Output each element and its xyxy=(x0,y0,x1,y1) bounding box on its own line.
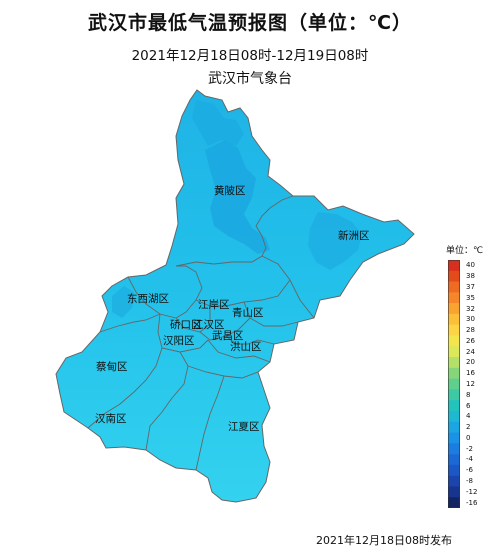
legend-swatch xyxy=(448,281,460,293)
label-qingshan: 青山区 xyxy=(232,306,264,319)
legend-swatch xyxy=(448,260,460,272)
label-qiaokou: 硚口区 xyxy=(170,319,202,331)
cold-patch-huangpi xyxy=(205,140,270,254)
legend-label: -16 xyxy=(466,498,478,507)
legend-label: -2 xyxy=(466,444,473,453)
legend-label: 30 xyxy=(466,315,475,324)
cold-patch-xinzhou xyxy=(308,212,362,270)
city-boundary xyxy=(55,89,415,503)
legend-swatch xyxy=(448,270,460,282)
legend-swatch xyxy=(448,335,460,347)
legend-swatch xyxy=(448,443,460,455)
legend-label: 28 xyxy=(466,326,475,335)
legend-swatch xyxy=(448,389,460,401)
legend-swatch xyxy=(448,400,460,412)
legend-label: -12 xyxy=(466,487,478,496)
legend-label: 40 xyxy=(466,261,475,270)
legend-swatch xyxy=(448,410,460,423)
label-jiangxia: 江夏区 xyxy=(228,421,260,433)
legend-label: -8 xyxy=(466,477,473,486)
label-jiangan: 江岸区 xyxy=(198,299,230,311)
legend-swatch xyxy=(448,313,460,325)
label-huangpi: 黄陂区 xyxy=(214,184,246,197)
label-hanyang: 汉阳区 xyxy=(163,335,195,347)
label-xinzhou: 新洲区 xyxy=(338,229,370,242)
legend-swatch xyxy=(448,292,460,304)
legend-label: 24 xyxy=(466,347,475,356)
legend-label: 26 xyxy=(466,336,475,345)
legend-swatch xyxy=(448,464,460,476)
label-hongshan: 洪山区 xyxy=(230,341,262,353)
issuing-agency: 武汉市气象台 xyxy=(208,71,292,87)
cold-patch-north xyxy=(192,100,244,146)
legend-label: 8 xyxy=(466,390,471,399)
legend-swatch xyxy=(448,421,460,433)
legend-label: 12 xyxy=(466,380,475,388)
legend-title: 单位：℃ xyxy=(446,246,484,256)
legend-label: 38 xyxy=(466,272,475,281)
district-boundaries xyxy=(87,195,315,471)
legend-swatch xyxy=(448,303,460,315)
label-hannan: 汉南区 xyxy=(95,412,127,425)
legend-label: 16 xyxy=(466,369,475,378)
label-jianghan: 江汉区 xyxy=(193,319,225,331)
forecast-period: 2021年12月18日08时-12月19日08时 xyxy=(131,48,369,64)
legend-label: 0 xyxy=(466,433,471,442)
label-dongxihu: 东西湖区 xyxy=(127,292,169,305)
legend-swatch xyxy=(448,378,460,390)
legend-label: 35 xyxy=(466,293,475,302)
map-title: 武汉市最低气温预报图（单位：℃） xyxy=(87,12,412,34)
legend-swatch xyxy=(448,497,460,508)
legend-swatch xyxy=(448,454,460,466)
legend-swatch xyxy=(448,367,460,379)
legend-swatch xyxy=(448,324,460,336)
issue-time: 2021年12月18日08时发布 xyxy=(316,534,452,547)
legend-swatch xyxy=(448,357,460,369)
legend-label: -6 xyxy=(466,466,473,475)
legend-label: 20 xyxy=(466,358,475,367)
legend-label: 32 xyxy=(466,304,475,313)
legend-label: 6 xyxy=(466,401,471,410)
legend-label: 37 xyxy=(466,282,475,291)
legend-swatch xyxy=(448,475,460,487)
legend-swatch xyxy=(448,432,460,444)
legend-label: -4 xyxy=(466,455,473,464)
legend-swatch xyxy=(448,486,460,498)
temperature-legend xyxy=(448,260,460,508)
label-wuchang: 武昌区 xyxy=(212,329,244,342)
legend-label: 4 xyxy=(466,412,471,421)
cold-patch-dongxihu xyxy=(112,286,134,318)
legend-swatch xyxy=(448,346,460,358)
legend-label: 2 xyxy=(466,423,471,432)
label-caidian: 蔡甸区 xyxy=(96,360,128,373)
